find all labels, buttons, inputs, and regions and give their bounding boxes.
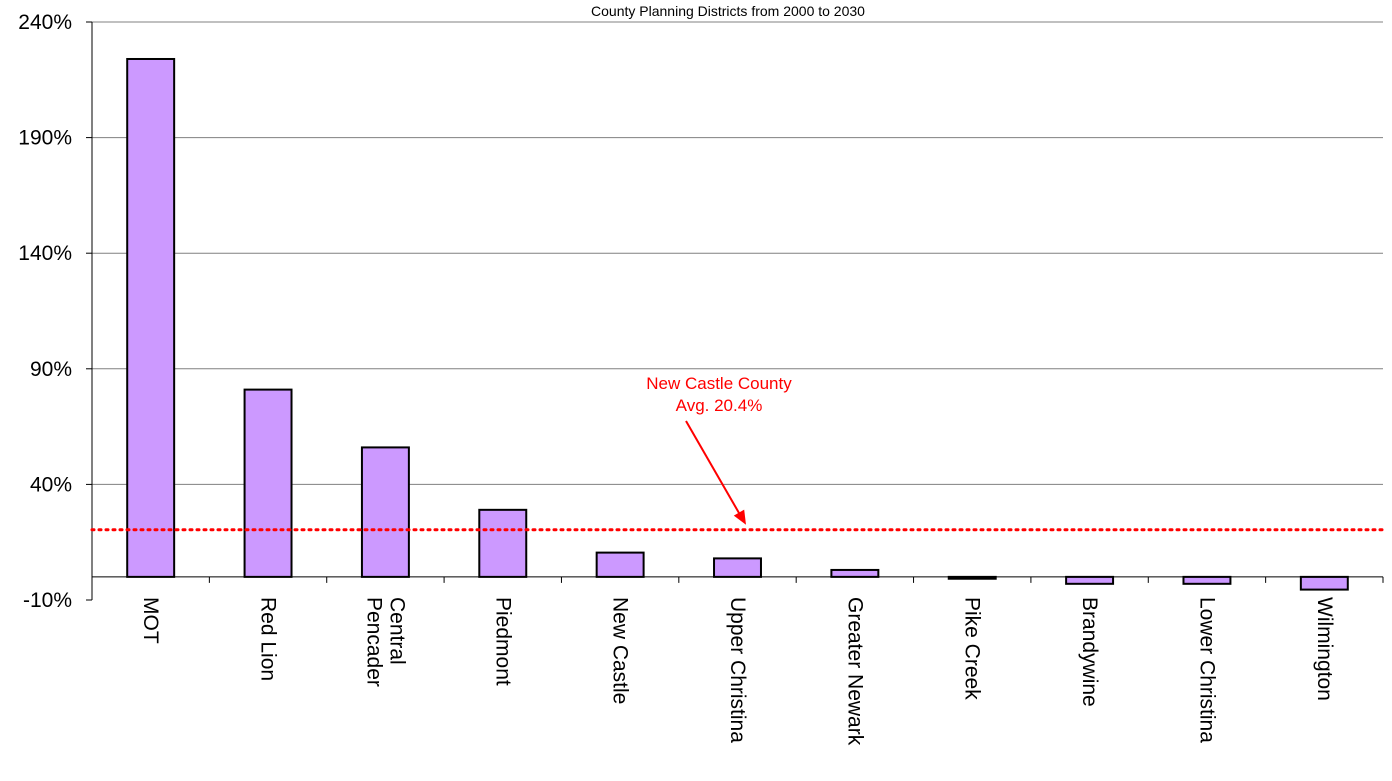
x-category-label-line: MOT: [139, 597, 162, 644]
average-arrow-line: [685, 420, 741, 516]
average-arrow-head: [733, 509, 746, 525]
gridlines: [92, 21, 1383, 485]
x-category-label: Wilmington: [1313, 597, 1336, 701]
x-category-label: MOT: [139, 597, 162, 644]
y-tick-label: 240%: [18, 11, 72, 34]
x-category-label: Greater Newark: [843, 597, 866, 746]
x-category-label: Brandywine: [1078, 597, 1101, 707]
x-category-label-line: New Castle: [609, 597, 632, 704]
x-category-label-line: Brandywine: [1078, 597, 1101, 707]
y-tick-label: 90%: [30, 358, 72, 381]
x-category-label: Lower Christina: [1195, 597, 1218, 743]
x-category-label-line: Red Lion: [257, 597, 280, 681]
x-category-label: Piedmont: [491, 597, 514, 686]
bar: [360, 446, 410, 578]
bar: [595, 551, 645, 578]
bar: [126, 57, 176, 578]
x-category-label-line: Central: [385, 597, 408, 665]
axes: [91, 22, 1384, 600]
average-label-line2: Avg. 20.4%: [676, 396, 763, 415]
x-category-label: Pike Creek: [961, 597, 984, 700]
x-category-label-line: Pencader: [362, 597, 385, 687]
y-tick-label: 190%: [18, 127, 72, 150]
x-category-label: New Castle: [609, 597, 632, 704]
y-axis-ticks: -10% 40% 90% 140% 190% 240%: [18, 11, 92, 612]
bar: [830, 568, 880, 578]
y-tick-label: -10%: [23, 589, 72, 612]
bar: [478, 508, 528, 578]
bar: [1299, 575, 1349, 591]
x-category-label: Red Lion: [257, 597, 280, 681]
x-category-label-line: Pike Creek: [961, 597, 984, 700]
x-category-label-line: Upper Christina: [726, 597, 749, 743]
x-category-label-line: Lower Christina: [1195, 597, 1218, 743]
average-label-line1: New Castle County: [646, 374, 792, 393]
bar: [1065, 575, 1115, 585]
y-tick-label: 140%: [18, 242, 72, 265]
bar: [243, 388, 293, 578]
bar: [1182, 575, 1232, 585]
x-category-label: Upper Christina: [726, 597, 749, 743]
x-category-label-line: Wilmington: [1313, 597, 1336, 701]
x-category-label-line: Greater Newark: [843, 597, 866, 746]
chart-title: County Planning Districts from 2000 to 2…: [591, 3, 865, 19]
average-annotation: New Castle County Avg. 20.4%: [90, 374, 1385, 532]
y-tick-label: 40%: [30, 473, 72, 496]
x-category-label-line: Piedmont: [491, 597, 514, 686]
bars: [126, 57, 1349, 591]
bar: [713, 557, 762, 578]
